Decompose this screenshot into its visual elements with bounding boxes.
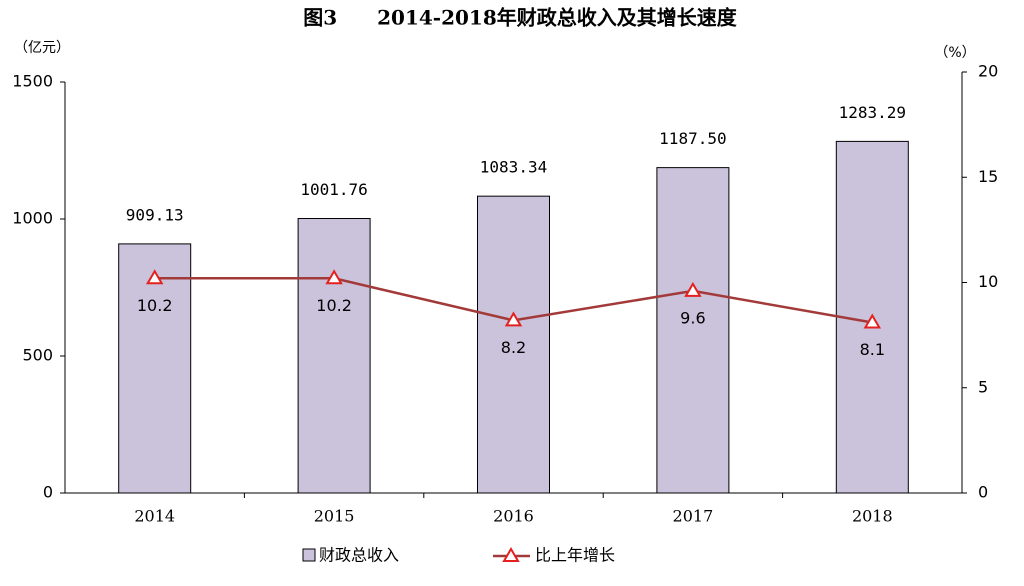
y-axis-label: （亿元） <box>14 40 70 56</box>
value-label: 1283.29 <box>839 103 906 122</box>
marker <box>684 281 702 297</box>
legend-label: 比上年增长 <box>535 546 615 565</box>
x-tick-label: 2014 <box>134 507 175 526</box>
x-tick-label: 2017 <box>673 507 714 526</box>
bar <box>297 218 371 494</box>
legend-label: 财政总收入 <box>319 546 399 565</box>
marker <box>145 269 164 285</box>
y2-tick-label: 0 <box>978 483 988 502</box>
marker <box>863 313 882 329</box>
value-label: 909.13 <box>126 205 184 224</box>
legend-marker <box>502 547 520 562</box>
y-tick-label: 500 <box>22 346 53 365</box>
marker <box>504 311 523 327</box>
x-tick-label: 2015 <box>314 507 355 526</box>
legend-swatch <box>302 548 316 562</box>
y-tick-label: 1500 <box>12 72 53 91</box>
value-label: 8.1 <box>860 340 885 359</box>
y2-axis-label: （%） <box>934 45 975 61</box>
bar <box>656 167 730 494</box>
y2-tick-label: 15 <box>978 167 998 186</box>
value-label: 10.2 <box>316 296 352 315</box>
value-label: 1001.76 <box>300 180 367 199</box>
value-label: 10.2 <box>137 296 173 315</box>
value-label: 9.6 <box>680 308 705 327</box>
y2-tick-label: 5 <box>978 377 988 396</box>
value-label: 1083.34 <box>480 158 547 177</box>
value-label: 1187.50 <box>659 129 726 148</box>
chart-title: 图3 2014-2018年财政总收入及其增长速度 <box>303 6 738 30</box>
y2-tick-label: 10 <box>978 272 998 291</box>
bar <box>118 243 192 494</box>
value-label: 8.2 <box>501 338 526 357</box>
y-tick-label: 1000 <box>12 209 53 228</box>
x-tick-label: 2016 <box>493 507 534 526</box>
y2-tick-label: 20 <box>978 62 998 81</box>
x-tick-label: 2018 <box>852 507 893 526</box>
y-tick-label: 0 <box>43 483 53 502</box>
marker <box>325 269 343 285</box>
bar <box>477 195 550 494</box>
